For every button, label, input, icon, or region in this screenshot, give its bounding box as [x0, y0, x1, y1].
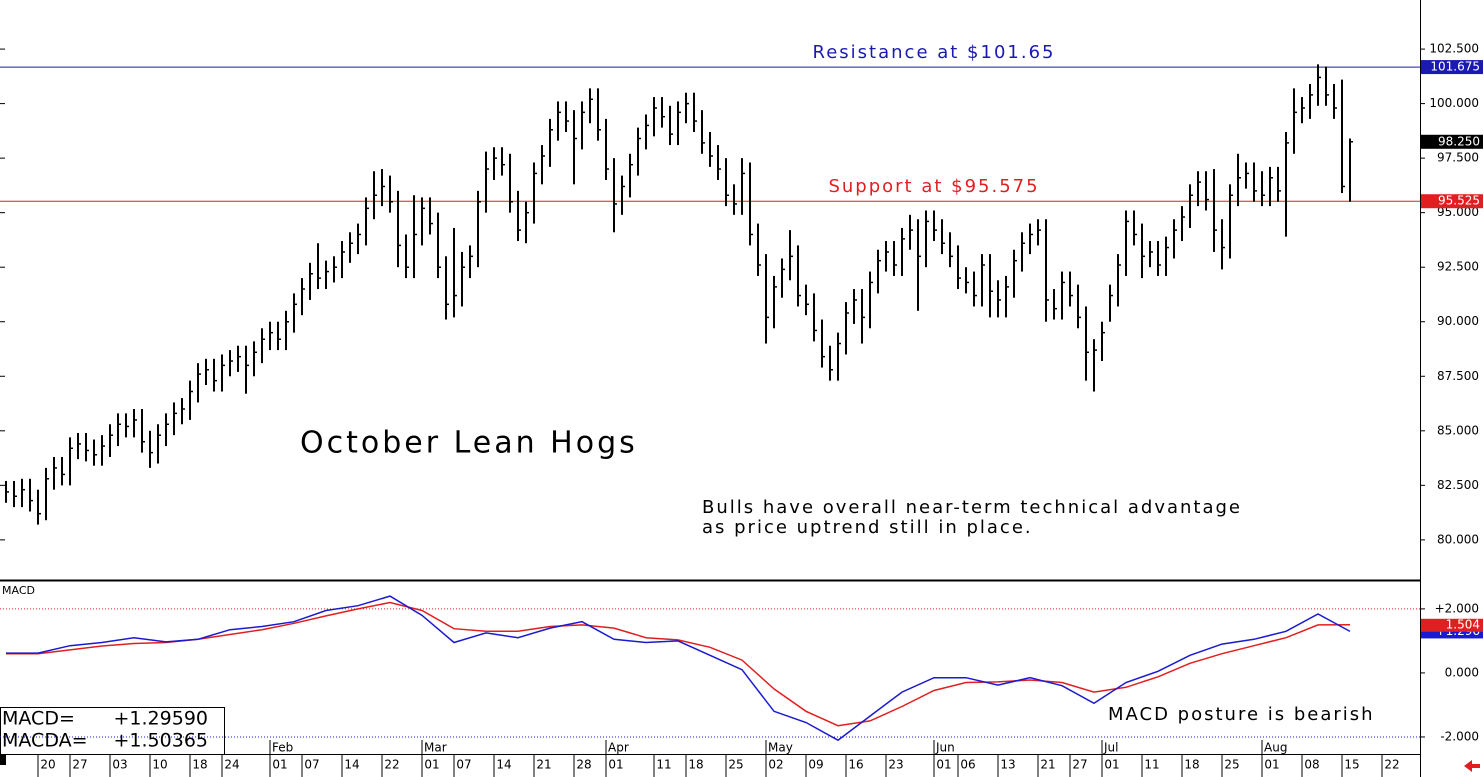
x-tick-label: 18 — [192, 758, 207, 772]
x-tick-label: 22 — [384, 758, 399, 772]
last-price-box — [1421, 134, 1483, 149]
month-label: Apr — [608, 741, 629, 755]
x-tick-label: 24 — [224, 758, 239, 772]
macd-line — [6, 595, 1351, 742]
y-tick-label: 102.500 — [1429, 42, 1479, 56]
macd-panel-title: MACD — [2, 584, 35, 597]
x-tick-label: 16 — [848, 758, 863, 772]
corner-mark — [0, 755, 6, 765]
chart-title: October Lean Hogs — [300, 426, 638, 461]
y-tick-label: 90.000 — [1437, 314, 1479, 328]
x-tick-label: 27 — [1072, 758, 1087, 772]
y-tick-label: 82.500 — [1437, 478, 1479, 492]
x-tick-label: 28 — [576, 758, 591, 772]
month-label: May — [768, 741, 793, 755]
annotation: Bulls have overall near-term technical a… — [702, 497, 1242, 518]
x-tick-label: 25 — [1224, 758, 1239, 772]
x-tick-label: 21 — [1040, 758, 1055, 772]
x-tick-label: 18 — [1184, 758, 1199, 772]
x-tick-label: 01 — [424, 758, 439, 772]
x-tick-label: 15 — [1344, 758, 1359, 772]
y-tick-label: 85.000 — [1437, 423, 1479, 437]
y-tick-label: 0.000 — [1445, 665, 1479, 679]
x-tick-label: 01 — [1264, 758, 1279, 772]
x-tick-label: 23 — [888, 758, 903, 772]
month-label: Jul — [1103, 741, 1118, 755]
x-tick-label: 10 — [152, 758, 167, 772]
x-tick-label: 08 — [1304, 758, 1319, 772]
x-tick-label: 27 — [72, 758, 87, 772]
level-box — [1421, 60, 1483, 75]
x-tick-label: 22 — [1384, 758, 1399, 772]
x-tick-label: 01 — [1104, 758, 1119, 772]
x-tick-label: 25 — [728, 758, 743, 772]
x-tick-label: 20 — [40, 758, 55, 772]
y-tick-label: 87.500 — [1437, 369, 1479, 383]
annotation: MACD posture is bearish — [1108, 704, 1375, 725]
y-tick-label: 100.000 — [1429, 96, 1479, 110]
legend-readout: +1.50365 — [114, 730, 209, 752]
legend-name: MACDA= — [2, 730, 88, 752]
x-tick-label: 07 — [456, 758, 471, 772]
readout-box — [0, 707, 225, 755]
x-tick-label: 14 — [344, 758, 359, 772]
x-tick-label: 06 — [960, 758, 975, 772]
x-tick-label: 09 — [808, 758, 823, 772]
x-tick-label: 03 — [112, 758, 127, 772]
level-box-label: 95.525 — [1438, 194, 1480, 208]
x-tick-label: 11 — [1144, 758, 1159, 772]
legend-readout: +1.29590 — [114, 708, 209, 730]
macd-line — [6, 601, 1351, 727]
scroll-arrow[interactable] — [1464, 760, 1480, 772]
x-tick-label: 01 — [272, 758, 287, 772]
last-price-label: 98.250 — [1438, 134, 1480, 148]
y-tick-label: +2.000 — [1435, 601, 1479, 615]
month-label: Jun — [935, 741, 955, 755]
level-text: Resistance at $101.65 — [813, 42, 1056, 63]
x-tick-label: 01 — [608, 758, 623, 772]
end-label: 1.504 — [1446, 617, 1480, 631]
y-tick-label: 92.500 — [1437, 260, 1479, 274]
level-box-label: 101.675 — [1430, 60, 1480, 74]
annotation: as price uptrend still in place. — [702, 517, 1033, 538]
x-tick-label: 01 — [936, 758, 951, 772]
end-box — [1421, 618, 1483, 632]
y-tick-label: 80.000 — [1437, 532, 1479, 546]
y-tick-label: -2.000 — [1440, 729, 1479, 743]
x-tick-label: 11 — [656, 758, 671, 772]
month-label: Aug — [1264, 741, 1287, 755]
x-tick-label: 07 — [304, 758, 319, 772]
y-tick-label: 95.000 — [1437, 205, 1479, 219]
month-label: Mar — [424, 741, 447, 755]
level-text: Support at $95.575 — [828, 176, 1039, 197]
legend-name: MACD= — [2, 708, 75, 730]
x-tick-label: 21 — [536, 758, 551, 772]
x-tick-label: 18 — [688, 758, 703, 772]
level-box — [1421, 194, 1483, 209]
x-tick-label: 14 — [496, 758, 511, 772]
y-tick-label: 97.500 — [1437, 151, 1479, 165]
month-label: Feb — [272, 741, 293, 755]
x-tick-label: 13 — [1000, 758, 1015, 772]
x-tick-label: 02 — [768, 758, 783, 772]
